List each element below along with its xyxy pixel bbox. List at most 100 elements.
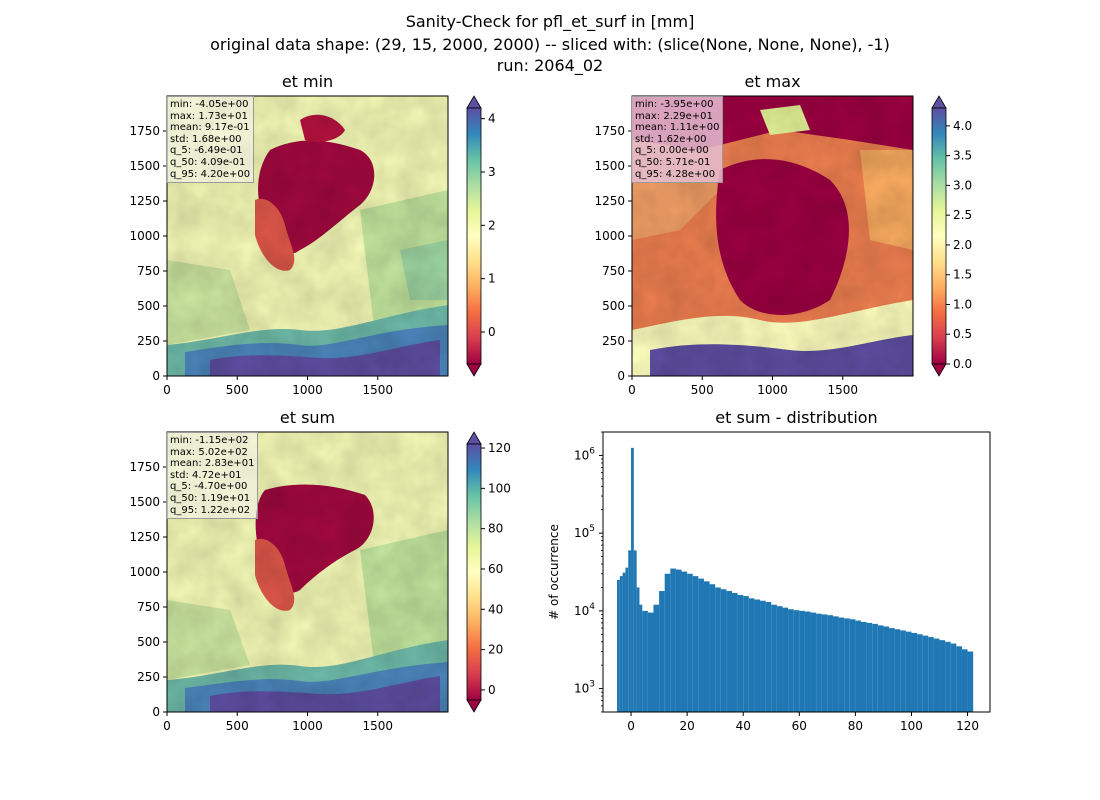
y-tick-label: 1000	[594, 229, 625, 243]
histogram-bar	[816, 613, 822, 712]
histogram-bar	[832, 616, 839, 712]
stat-line: q_95: 4.20e+00	[170, 168, 251, 180]
histogram-bar	[726, 591, 732, 712]
y-tick-label: 0	[617, 369, 625, 383]
histogram-bar	[633, 550, 637, 712]
y-tick-label: 106	[574, 446, 595, 462]
x-tick-label: 80	[848, 719, 863, 733]
stat-line: q_5: -6.49e-01	[170, 145, 243, 157]
y-tick-label: 1500	[129, 159, 160, 173]
histogram-bar	[617, 579, 620, 712]
y-tick-label: 750	[137, 264, 160, 278]
stat-line: q_5: 0.00e+00	[635, 145, 709, 157]
colorbar-tick-label: 0.0	[953, 357, 972, 371]
y-tick-label: 0	[152, 369, 160, 383]
x-tick-label: 1500	[827, 383, 858, 397]
figure-title-line-3: run: 2064_02	[496, 56, 604, 75]
histogram-bar	[804, 611, 811, 712]
colorbar-tick-label: 40	[488, 602, 503, 616]
histogram-bar	[894, 629, 901, 712]
colorbar-tick-label: 60	[488, 562, 503, 576]
histogram-bar	[872, 623, 878, 712]
histogram-bar	[754, 599, 761, 712]
x-tick-label: 0	[628, 383, 636, 397]
histogram-bar	[698, 578, 704, 712]
panel-title-et-max: et max	[744, 72, 801, 91]
y-tick-label: 0	[152, 705, 160, 719]
histogram-bar	[653, 604, 660, 712]
x-tick-label: 1500	[362, 719, 393, 733]
histogram-bar	[956, 646, 962, 712]
x-tick-label: 1500	[362, 383, 393, 397]
histogram-bar	[636, 587, 640, 712]
figure-title-line-1: Sanity-Check for pfl_et_surf in [mm]	[405, 12, 695, 31]
y-tick-label: 500	[137, 635, 160, 649]
y-tick-label: 1750	[129, 124, 160, 138]
stat-line: max: 5.02e+02	[170, 446, 248, 458]
y-tick-label: 1250	[129, 530, 160, 544]
colorbar-tick-label: 2	[488, 218, 496, 232]
histogram-bar	[715, 587, 721, 712]
x-tick-label: 0	[163, 383, 171, 397]
histogram-bar	[760, 600, 766, 712]
y-tick-label: 105	[574, 524, 595, 540]
histogram-bar	[939, 640, 946, 712]
x-tick-label: 60	[792, 719, 807, 733]
y-tick-label: 103	[574, 680, 595, 696]
histogram-bar	[961, 649, 968, 712]
histogram-bar	[877, 625, 884, 712]
colorbar-ticks: 4 3 2 1 0 4.0 3.5 3.0 2.5 2.0 1.5 1.0 0.5 0.0 120 100 80…	[481, 112, 972, 697]
histogram-bar	[619, 576, 623, 712]
x-tick-label: 0	[627, 719, 635, 733]
histogram-bar	[647, 612, 654, 712]
histogram-bar	[631, 447, 634, 712]
histogram-bar	[922, 635, 929, 712]
stat-line: max: 1.73e+01	[170, 110, 248, 122]
histogram-bar	[933, 638, 940, 712]
stat-line: q_50: 4.09e-01	[170, 156, 246, 168]
y-tick-label: 250	[602, 334, 625, 348]
stat-line: std: 4.72e+01	[170, 469, 242, 481]
histogram-bar	[810, 612, 817, 712]
histogram-bar	[743, 596, 749, 712]
stat-line: mean: 2.83e+01	[170, 458, 255, 470]
colorbar-tick-label: 0	[488, 683, 496, 697]
y-tick-label: 1000	[129, 229, 160, 243]
histogram-bar	[928, 637, 934, 712]
stat-line: q_95: 4.28e+00	[635, 168, 716, 180]
colorbar-tick-label: 3.5	[953, 149, 972, 163]
colorbar-tick-label: 4.0	[953, 119, 972, 133]
histogram-bar	[799, 610, 805, 712]
y-tick-label: 1500	[594, 159, 625, 173]
histogram-bar	[883, 626, 890, 712]
colorbar-tick-label: 1.5	[953, 268, 972, 282]
histogram-bar	[917, 634, 923, 712]
histogram-bar	[659, 591, 665, 712]
x-tick-label: 100	[900, 719, 923, 733]
histogram-bar	[838, 617, 845, 712]
stat-line: q_50: 1.19e+01	[170, 492, 251, 504]
y-tick-label: 250	[137, 670, 160, 684]
histogram-bar	[945, 641, 951, 712]
stat-line: std: 1.68e+00	[170, 133, 242, 145]
stat-line: q_5: -4.70e+00	[170, 481, 248, 493]
stats-box-et-min: min: -4.05e+00 max: 1.73e+01 mean: 9.17e-0…	[166, 96, 255, 184]
y-tick-label: 1750	[594, 124, 625, 138]
histogram-bar	[675, 569, 682, 712]
histogram-bar	[639, 604, 643, 712]
histogram-bar	[889, 628, 895, 712]
colorbar-tick-label: 2.0	[953, 238, 972, 252]
x-tick-label: 0	[163, 719, 171, 733]
stat-line: std: 1.62e+00	[635, 133, 707, 145]
x-tick-label: 1000	[292, 383, 323, 397]
histogram-bar	[642, 610, 648, 712]
histogram-bar	[782, 607, 789, 712]
histogram-bar	[687, 573, 693, 712]
y-tick-label: 750	[602, 264, 625, 278]
y-tick-label: 750	[137, 600, 160, 614]
histogram-bar	[849, 619, 856, 712]
histogram-bar	[821, 614, 828, 712]
stat-line: min: -3.95e+00	[635, 99, 714, 110]
histogram-bar	[664, 573, 671, 712]
stats-box-et-max: min: -3.95e+00 max: 2.29e+01 mean: 1.11e+0…	[631, 96, 724, 184]
